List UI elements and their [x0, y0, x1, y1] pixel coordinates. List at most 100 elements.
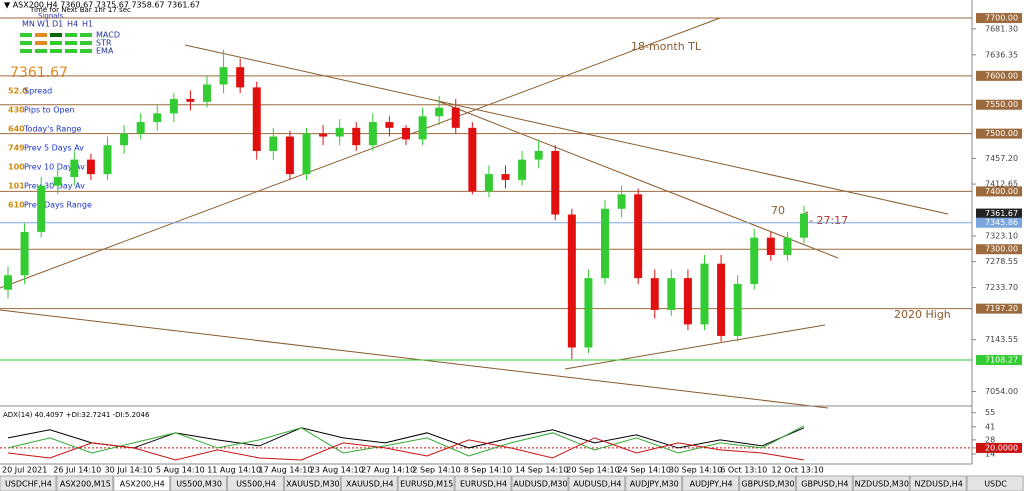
candle-body — [4, 275, 12, 290]
y-tick-label: 7143.55 — [985, 335, 1018, 344]
candle-body — [86, 159, 95, 175]
y-tick-label: 28 — [985, 435, 995, 444]
candle-body — [402, 127, 410, 140]
x-tick-label: 24 Sep 14:10 — [618, 466, 671, 475]
y-tick-label: 14 — [985, 449, 995, 458]
x-tick-label: 23 Aug 14:10 — [310, 466, 364, 475]
signal-square — [65, 49, 77, 53]
stat-label: Today's Range — [23, 125, 81, 134]
tab-label[interactable]: XAUUSD,M30 — [286, 480, 340, 489]
candle-body — [418, 116, 427, 140]
tab[interactable] — [682, 475, 740, 491]
adx-line — [7, 427, 805, 449]
tab-label[interactable]: ASX200,M15 — [60, 480, 111, 489]
tab[interactable] — [511, 475, 569, 491]
stat-label: Spread — [24, 87, 52, 96]
level-label-bg — [976, 70, 1022, 81]
tab[interactable] — [909, 475, 967, 491]
x-tick-label: 14 Sep 14:10 — [515, 466, 568, 475]
annotation: 70 — [771, 204, 785, 217]
candle-body — [319, 133, 328, 137]
tab-label[interactable]: USDCHF,H4 — [5, 480, 52, 489]
level-label: 7700.00 — [985, 14, 1018, 23]
candle-body — [153, 113, 162, 123]
tab[interactable] — [852, 475, 910, 491]
signal-square — [20, 41, 32, 45]
y-tick-label: 55 — [985, 408, 995, 417]
indicator-label: STR — [96, 39, 112, 48]
bar-timer: Time for Next Bar 1hr 17 sec — [29, 6, 131, 14]
candle-body — [236, 67, 245, 88]
candle-body — [683, 278, 692, 325]
tab-label[interactable]: US500,H4 — [236, 480, 276, 489]
x-tick-label: 30 Jul 14:10 — [105, 466, 153, 475]
level-label: 7361.67 — [985, 209, 1018, 218]
signal-square — [20, 49, 32, 53]
candle-body — [169, 98, 178, 114]
y-tick-label: 7412.65 — [985, 180, 1018, 189]
signal-square — [20, 33, 32, 37]
tab[interactable] — [966, 475, 1024, 491]
tab-label[interactable]: AUDJPY,M30 — [630, 480, 679, 489]
candle-body — [37, 185, 46, 232]
signal-square — [50, 33, 62, 37]
candle-body — [53, 176, 62, 186]
candle-body — [385, 122, 394, 128]
candle-body — [285, 136, 294, 175]
tab-label[interactable]: NZDUSD,H4 — [914, 480, 962, 489]
tab-label[interactable]: AUDUSD,M30 — [513, 480, 567, 489]
candle-body — [617, 194, 626, 209]
stat-label: Pips to Open — [24, 106, 75, 115]
tab[interactable] — [795, 475, 853, 491]
tab-label[interactable]: NZDUSD,M30 — [855, 480, 909, 489]
tab-label[interactable]: ASX200,H4 — [120, 480, 165, 489]
tab-label[interactable]: EURUSD,M15 — [400, 480, 453, 489]
y-tick-label: 20.0000 — [985, 443, 1018, 452]
tab[interactable] — [340, 475, 398, 491]
level-label-bg — [976, 355, 1022, 366]
tab-label[interactable]: GBPUSD,H4 — [801, 480, 848, 489]
level-label-bg — [976, 244, 1022, 255]
header-symbol: ▼ ASX200,H4 7360.67 7375.67 7358.67 7361… — [4, 1, 200, 10]
tab[interactable] — [568, 475, 626, 491]
tab[interactable] — [170, 475, 228, 491]
tab[interactable] — [0, 475, 57, 491]
x-tick-label: 2 Sep 14:10 — [412, 466, 460, 475]
x-tick-label: 27 Aug 14:10 — [361, 466, 415, 475]
signal-square — [50, 41, 62, 45]
level-label: 7108.27 — [985, 356, 1018, 365]
tab-label[interactable]: USDC — [984, 480, 1007, 489]
level-label-bg — [976, 208, 1022, 219]
tab[interactable] — [397, 475, 455, 491]
tab[interactable] — [113, 475, 171, 491]
tab[interactable] — [227, 475, 284, 491]
tab[interactable] — [454, 475, 512, 491]
stat-value: 101 — [8, 182, 25, 191]
candle-body — [468, 127, 477, 192]
stat-value: 52.0 — [8, 87, 28, 96]
stat-value: 610 — [8, 201, 25, 210]
stat-value: 430 — [8, 106, 25, 115]
tab[interactable] — [739, 475, 796, 491]
tab[interactable] — [56, 475, 114, 491]
tab[interactable] — [625, 475, 683, 491]
tab-label[interactable]: AUDUSD,H4 — [573, 480, 621, 489]
stat-label: Prev Days Range — [24, 201, 92, 210]
trendline — [184, 44, 949, 215]
level-label: 7600.00 — [985, 71, 1018, 80]
x-tick-label: 11 Aug 14:10 — [207, 466, 261, 475]
y-tick-label: 7278.55 — [985, 257, 1018, 266]
tab-label[interactable]: US500,M30 — [176, 480, 222, 489]
level-label: 7550.00 — [985, 100, 1018, 109]
candle-body — [800, 213, 808, 238]
tab-label[interactable]: XAUUSD,H4 — [346, 480, 394, 489]
candle-body — [484, 174, 493, 192]
tab-label[interactable]: GBPUSD,M30 — [741, 480, 794, 489]
tab-label[interactable]: AUDJPY,H4 — [690, 480, 733, 489]
candle-body — [252, 87, 261, 151]
candle-body — [534, 150, 543, 160]
tab[interactable] — [283, 475, 341, 491]
tab-label[interactable]: EURUSD,H4 — [460, 480, 507, 489]
candle-body — [667, 278, 676, 310]
